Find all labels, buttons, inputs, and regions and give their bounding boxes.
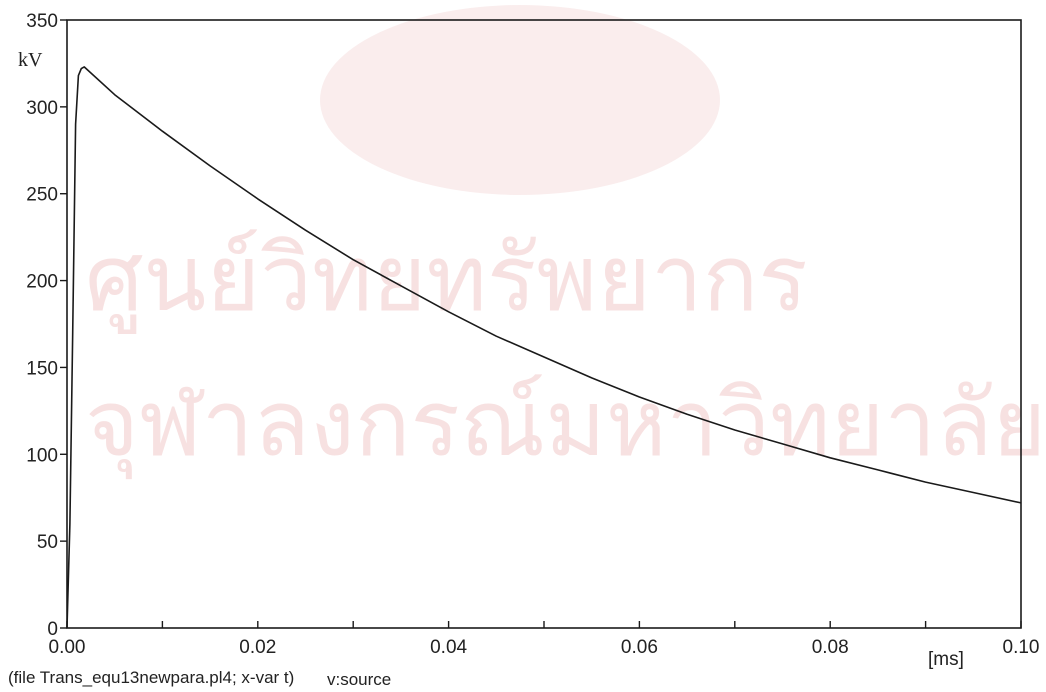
y-tick-label: 350 — [26, 11, 58, 32]
watermark-line-2: จุฬาลงกรณ์มหาวิทยาลัย — [85, 370, 1046, 480]
y-tick-label: 50 — [37, 532, 58, 553]
y-axis-label: kV — [18, 49, 43, 71]
y-tick-label: 300 — [26, 98, 58, 119]
x-tick-label: 0.10 — [1003, 637, 1040, 658]
series-line-v-source — [66, 66, 1022, 629]
y-tick-label: 0 — [47, 619, 58, 640]
file-info: (file Trans_equ13newpara.pl4; x-var t) — [8, 668, 294, 687]
y-tick-label: 150 — [26, 358, 58, 379]
watermark: ศูนย์วิทยทรัพยากร จุฬาลงกรณ์มหาวิทยาลัย — [85, 5, 1046, 480]
y-tick-label: 100 — [26, 445, 58, 466]
legend-series-label: v:source — [327, 670, 391, 689]
watermark-seal — [320, 5, 720, 195]
y-tick-label: 200 — [26, 272, 58, 293]
x-tick-label: 0.04 — [430, 637, 467, 658]
x-tick-label: 0.08 — [812, 637, 849, 658]
x-tick-label: 0.02 — [239, 637, 276, 658]
x-tick-label: 0.00 — [49, 637, 86, 658]
y-tick-label: 250 — [26, 185, 58, 206]
series-layer — [66, 66, 1022, 629]
axes: 0 50 100 150 200 250 300 350 0.00 0.02 0.04 0.06 0.0… — [26, 11, 1039, 658]
x-axis-label: [ms] — [928, 649, 964, 670]
watermark-line-1: ศูนย์วิทยทรัพยากร — [85, 225, 808, 334]
x-tick-label: 0.06 — [621, 637, 658, 658]
